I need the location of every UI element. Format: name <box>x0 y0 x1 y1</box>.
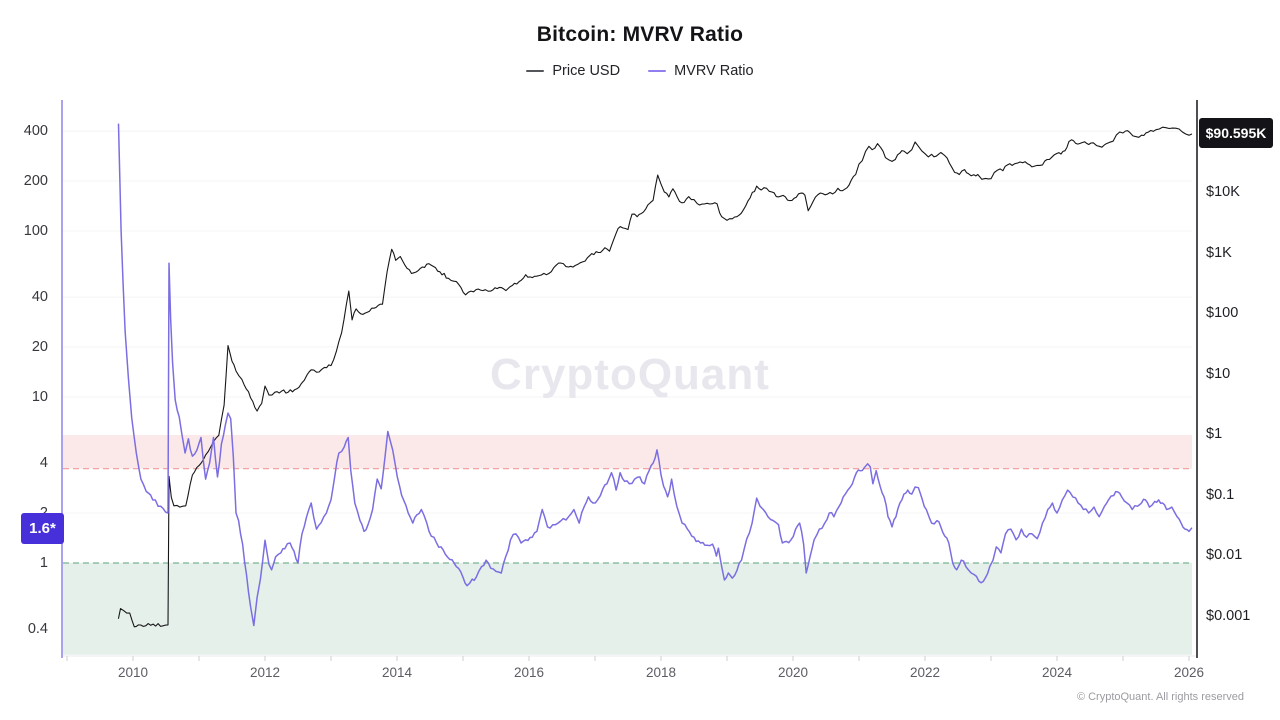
overvalued-zone <box>63 435 1192 469</box>
cryptoquant-watermark: CryptoQuant <box>490 350 770 399</box>
legend-item-mvrv-ratio[interactable]: MVRV Ratio <box>648 63 754 79</box>
legend-label-mvrv-ratio: MVRV Ratio <box>674 63 754 79</box>
mvrv-series-dash-icon <box>648 69 667 73</box>
price-series-dash-icon <box>526 69 545 73</box>
copyright-notice: © CryptoQuant. All rights reserved <box>1076 691 1244 703</box>
mvrv-current-value-badge: 1.6* <box>21 513 64 544</box>
undervalued-zone <box>63 563 1192 655</box>
price-current-value-badge: $90.595K <box>1199 118 1273 148</box>
page-title: Bitcoin: MVRV Ratio <box>536 23 744 46</box>
legend-label-price-usd: Price USD <box>552 63 621 79</box>
price-usd-line <box>117 126 1193 628</box>
mvrv-ratio-line <box>117 123 1193 627</box>
legend-item-price-usd[interactable]: Price USD <box>526 63 620 79</box>
legend: Price USD MVRV Ratio <box>0 63 1280 79</box>
